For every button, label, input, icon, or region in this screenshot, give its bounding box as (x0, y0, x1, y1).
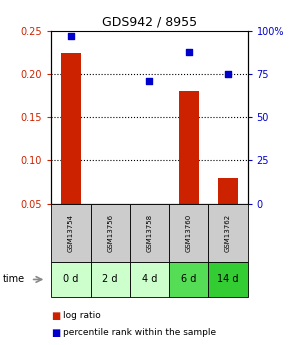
Bar (91, 204, 130, 262)
Text: 6 d: 6 d (181, 275, 196, 284)
Bar (169, 204, 208, 262)
Bar (91, 262, 130, 297)
Text: GSM13760: GSM13760 (186, 214, 192, 252)
Point (69, 33, 73, 39)
Bar (51, 204, 91, 262)
Bar (51, 262, 91, 297)
Text: ■: ■ (51, 328, 61, 338)
Text: 0 d: 0 d (63, 275, 79, 284)
Bar (61, 52, 81, 204)
Bar (130, 204, 169, 262)
Point (226, 71, 230, 77)
Point (147, 78, 152, 84)
Bar (179, 91, 199, 204)
Text: GSM13758: GSM13758 (146, 214, 152, 252)
Text: 2 d: 2 d (103, 275, 118, 284)
Bar (130, 262, 169, 297)
Bar (169, 262, 208, 297)
Bar (208, 204, 248, 262)
Text: GSM13756: GSM13756 (107, 214, 113, 252)
Title: GDS942 / 8955: GDS942 / 8955 (102, 16, 197, 29)
Text: time: time (3, 275, 25, 284)
Text: GSM13754: GSM13754 (68, 214, 74, 252)
Bar (218, 178, 238, 204)
Text: percentile rank within the sample: percentile rank within the sample (63, 328, 216, 337)
Text: 4 d: 4 d (142, 275, 157, 284)
Text: log ratio: log ratio (63, 311, 101, 320)
Text: 14 d: 14 d (217, 275, 239, 284)
Point (186, 49, 191, 55)
Bar (208, 262, 248, 297)
Text: ■: ■ (51, 311, 61, 321)
Text: GSM13762: GSM13762 (225, 214, 231, 252)
